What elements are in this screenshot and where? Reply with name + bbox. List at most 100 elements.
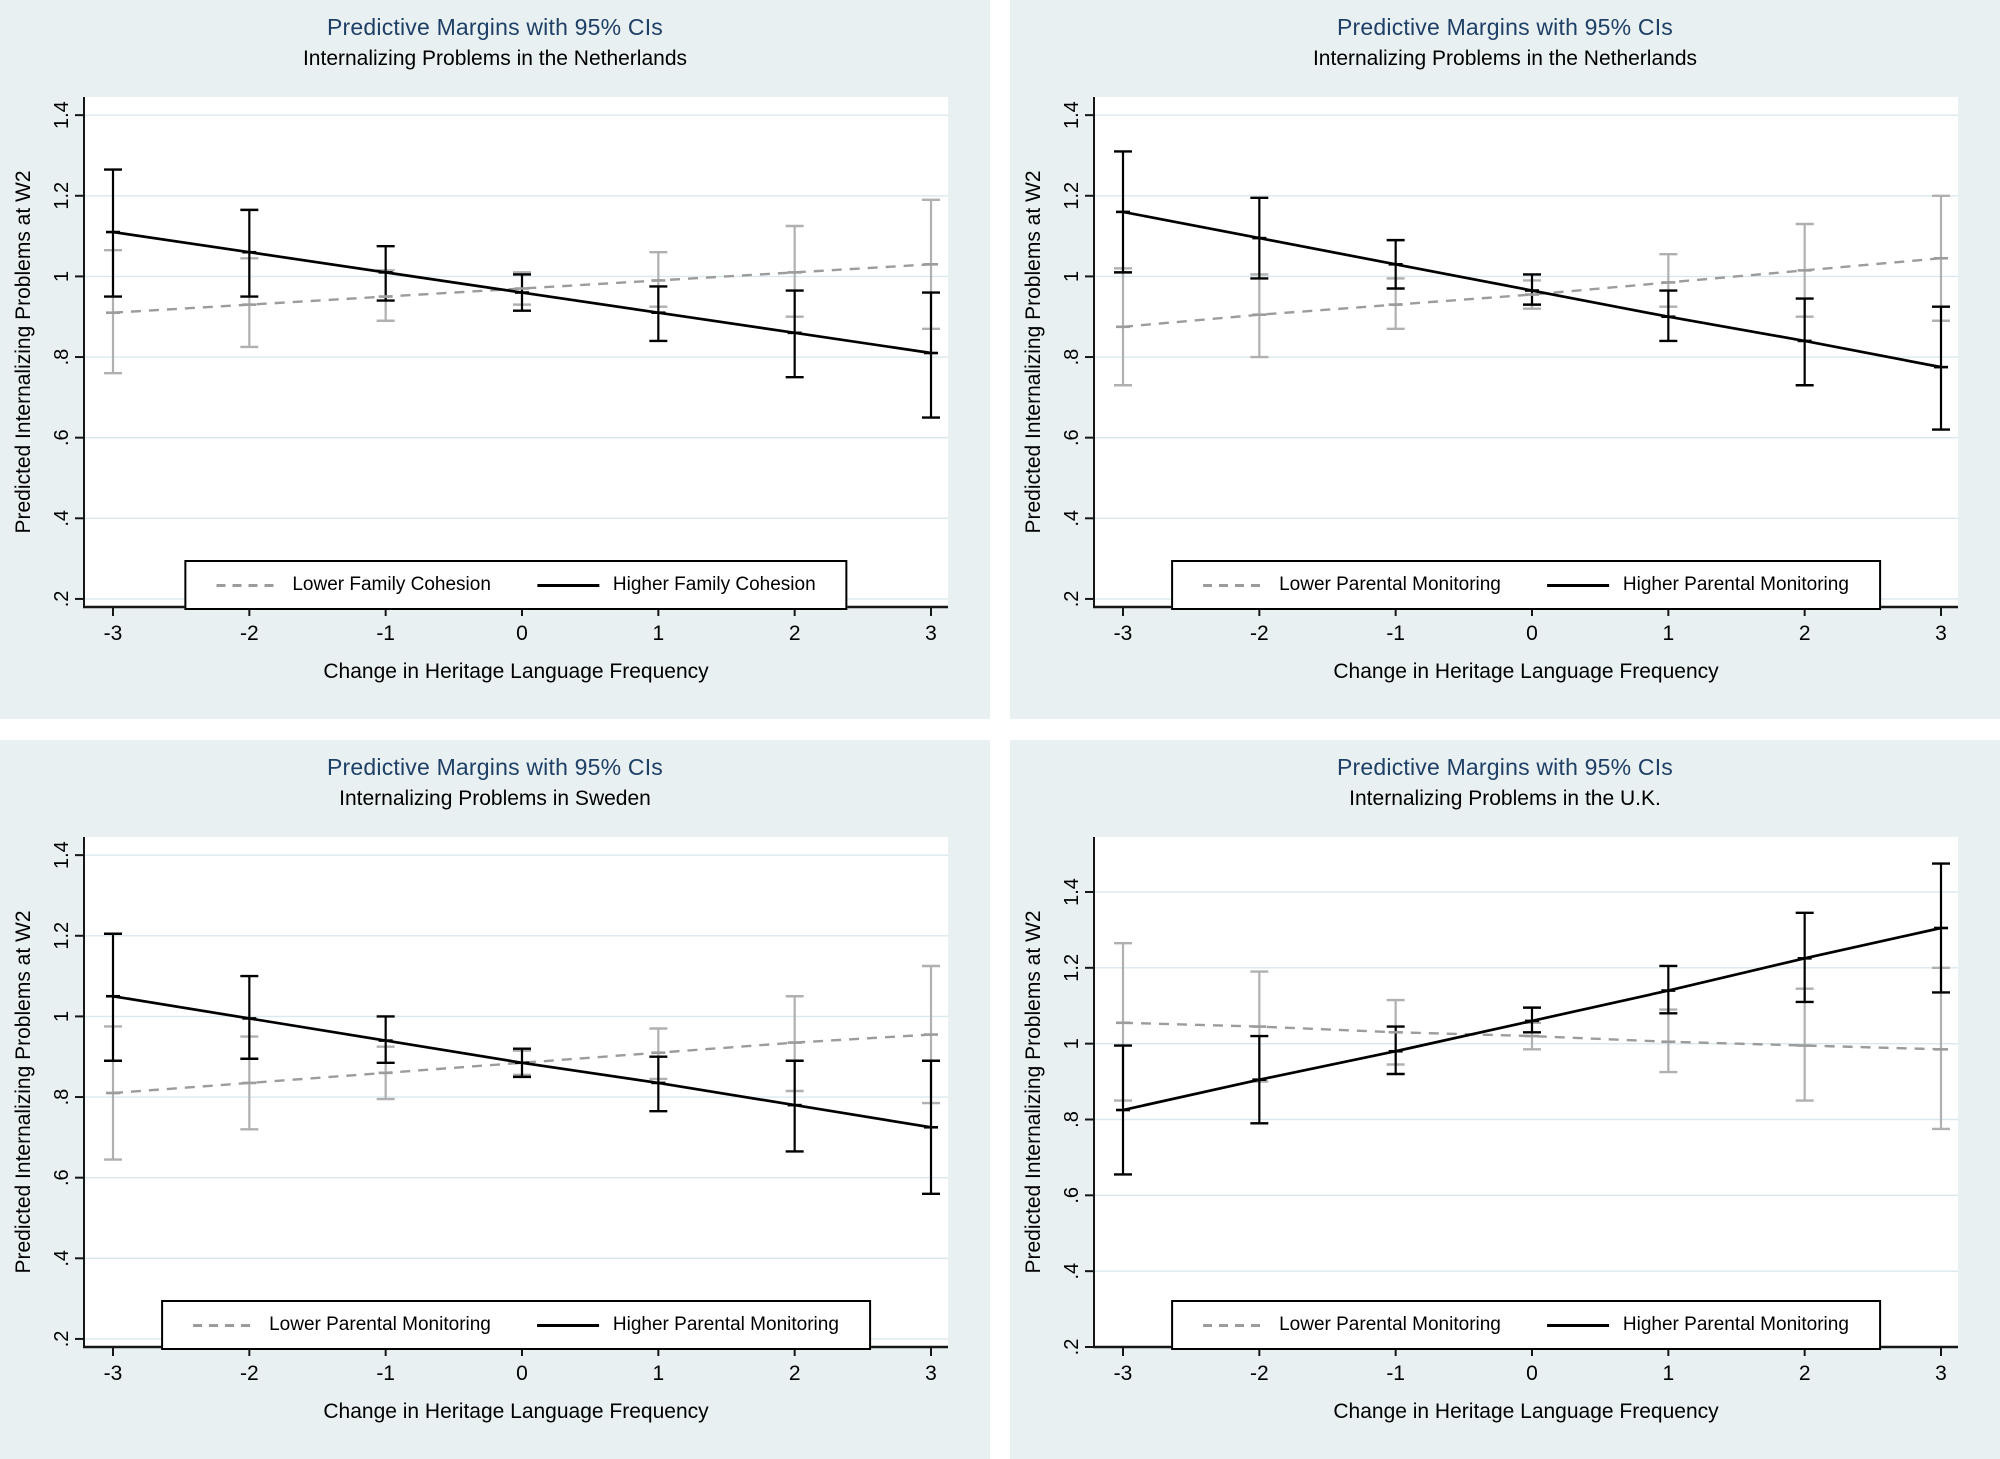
x-axis-ticks: -3 -2 -1 0 1 2 3 [104, 1347, 937, 1385]
y-tick-label: .6 [51, 1169, 73, 1186]
point-markers-solid [106, 994, 938, 1129]
y-tick-label: .8 [51, 349, 73, 366]
y-tick-label: .8 [1061, 349, 1083, 366]
x-tick-label: 0 [516, 622, 528, 645]
legend-solid-line-sample [536, 1323, 599, 1327]
panel-title: Predictive Margins with 95% CIs [1337, 14, 1673, 40]
y-tick-label: 1 [51, 1011, 73, 1022]
x-tick-label: 3 [1935, 1362, 1947, 1385]
y-tick-label: 1 [1061, 271, 1083, 282]
y-tick-label: 1.2 [1061, 182, 1083, 210]
y-tick-label: .6 [1061, 1187, 1083, 1204]
x-tick-label: 0 [1526, 622, 1538, 645]
legend-dashed-line-sample [216, 583, 279, 587]
y-tick-label: 1.4 [1061, 878, 1083, 906]
legend: Lower Parental Monitoring Higher Parenta… [161, 1300, 871, 1350]
legend-label-higher: Higher Family Cohesion [612, 574, 816, 595]
y-axis-ticks: .2 .4 .6 .8 1 1.2 1.4 [51, 101, 84, 607]
plot-area [1094, 837, 1958, 1347]
y-tick-label: .4 [1061, 1263, 1083, 1280]
y-tick-label: 1 [51, 271, 73, 282]
y-axis-label: Predicted Internalizing Problems at W2 [12, 170, 35, 534]
panel-netherlands-parental-monitoring: .2 .4 .6 .8 1 1.2 1.4 -3 -2 -1 0 1 2 3 Predictive Mar… [1010, 0, 2000, 719]
x-tick-label: 3 [925, 1362, 937, 1385]
y-axis-label: Predicted Internalizing Problems at W2 [1022, 910, 1045, 1274]
x-tick-label: -3 [1114, 1362, 1133, 1385]
y-tick-label: .8 [51, 1089, 73, 1106]
panel-netherlands-family-cohesion: .2 .4 .6 .8 1 1.2 1.4 -3 -2 -1 0 1 2 3 Predictive Mar… [0, 0, 990, 719]
legend-label-lower: Lower Parental Monitoring [1279, 1314, 1501, 1335]
plot-canvas-0: .2 .4 .6 .8 1 1.2 1.4 -3 -2 -1 0 1 2 3 [51, 97, 948, 645]
x-tick-label: 2 [789, 1362, 801, 1385]
x-axis-ticks: -3 -2 -1 0 1 2 3 [1114, 1347, 1947, 1385]
x-tick-label: 1 [1662, 622, 1674, 645]
x-tick-label: -1 [1386, 1362, 1405, 1385]
y-tick-label: 1.2 [51, 922, 73, 950]
plot-canvas-3: .2 .4 .6 .8 1 1.2 1.4 -3 -2 -1 0 1 2 3 [1061, 837, 1958, 1385]
point-markers-solid [1116, 210, 1948, 369]
y-axis-ticks: .2 .4 .6 .8 1 1.2 1.4 [1061, 101, 1094, 607]
panel-title: Predictive Margins with 95% CIs [1337, 754, 1673, 780]
legend-label-higher: Higher Parental Monitoring [1622, 1314, 1849, 1335]
grid-lines [84, 114, 948, 600]
legend-label-lower: Lower Parental Monitoring [1279, 574, 1501, 595]
x-tick-label: -3 [104, 1362, 123, 1385]
legend-label-lower: Lower Parental Monitoring [269, 1314, 491, 1335]
x-tick-label: 3 [925, 622, 937, 645]
x-tick-label: -3 [1114, 622, 1133, 645]
point-markers-dashed [1116, 256, 1948, 329]
y-tick-label: .2 [51, 1331, 73, 1348]
legend-dashed-line-sample [193, 1323, 256, 1327]
panel-subtitle: Internalizing Problems in Sweden [339, 787, 651, 810]
legend-solid-line-sample [1546, 583, 1609, 587]
legend-solid-line-sample [536, 583, 599, 587]
x-axis-label: Change in Heritage Language Frequency [323, 1400, 709, 1423]
x-axis-label: Change in Heritage Language Frequency [1333, 1400, 1719, 1423]
x-tick-label: -2 [1250, 1362, 1269, 1385]
y-axis-label: Predicted Internalizing Problems at W2 [1022, 170, 1045, 534]
y-tick-label: .8 [1061, 1111, 1083, 1128]
x-tick-label: 0 [1526, 1362, 1538, 1385]
y-tick-label: .6 [1061, 429, 1083, 446]
legend: Lower Parental Monitoring Higher Parenta… [1171, 560, 1881, 610]
x-tick-label: -1 [376, 1362, 395, 1385]
y-tick-label: 1.4 [51, 841, 73, 869]
y-axis-ticks: .2 .4 .6 .8 1 1.2 1.4 [1061, 878, 1094, 1355]
x-axis-label: Change in Heritage Language Frequency [1333, 660, 1719, 683]
legend: Lower Parental Monitoring Higher Parenta… [1171, 1300, 1881, 1350]
x-tick-label: -2 [240, 1362, 259, 1385]
x-axis-label: Change in Heritage Language Frequency [323, 660, 709, 683]
panel-subtitle: Internalizing Problems in the Netherland… [302, 47, 688, 70]
panel-subtitle: Internalizing Problems in the U.K. [1349, 787, 1661, 810]
y-tick-label: 1.4 [51, 101, 73, 129]
plot-area [84, 837, 948, 1347]
legend-solid-line-sample [1546, 1323, 1609, 1327]
panel-uk-parental-monitoring: .2 .4 .6 .8 1 1.2 1.4 -3 -2 -1 0 1 2 3 Predictive Mar… [1010, 740, 2000, 1459]
x-tick-label: 3 [1935, 622, 1947, 645]
panel-sweden-parental-monitoring: .2 .4 .6 .8 1 1.2 1.4 -3 -2 -1 0 1 2 3 Predictive Mar… [0, 740, 990, 1459]
point-markers-solid [1116, 926, 1948, 1112]
x-tick-label: -2 [240, 622, 259, 645]
legend-dashed-line-sample [1203, 1323, 1266, 1327]
legend: Lower Family Cohesion Higher Family Cohe… [184, 560, 848, 610]
y-tick-label: .2 [51, 591, 73, 608]
y-tick-label: .2 [1061, 591, 1083, 608]
point-markers-dashed [106, 263, 938, 314]
x-tick-label: 2 [1799, 622, 1811, 645]
x-tick-label: -1 [1386, 622, 1405, 645]
x-tick-label: -2 [1250, 622, 1269, 645]
plot-area [1094, 97, 1958, 607]
y-tick-label: 1.2 [1061, 954, 1083, 982]
plot-canvas-1: .2 .4 .6 .8 1 1.2 1.4 -3 -2 -1 0 1 2 3 [1061, 97, 1958, 645]
legend-dashed-line-sample [1203, 583, 1266, 587]
legend-label-higher: Higher Parental Monitoring [612, 1314, 839, 1335]
y-tick-label: 1.2 [51, 182, 73, 210]
panel-title: Predictive Margins with 95% CIs [327, 754, 663, 780]
plot-area [84, 97, 948, 607]
panel-subtitle: Internalizing Problems in the Netherland… [1312, 47, 1698, 70]
y-tick-label: .6 [51, 429, 73, 446]
y-tick-label: .2 [1061, 1339, 1083, 1356]
y-tick-label: .4 [51, 1250, 73, 1267]
x-tick-label: 1 [652, 622, 664, 645]
